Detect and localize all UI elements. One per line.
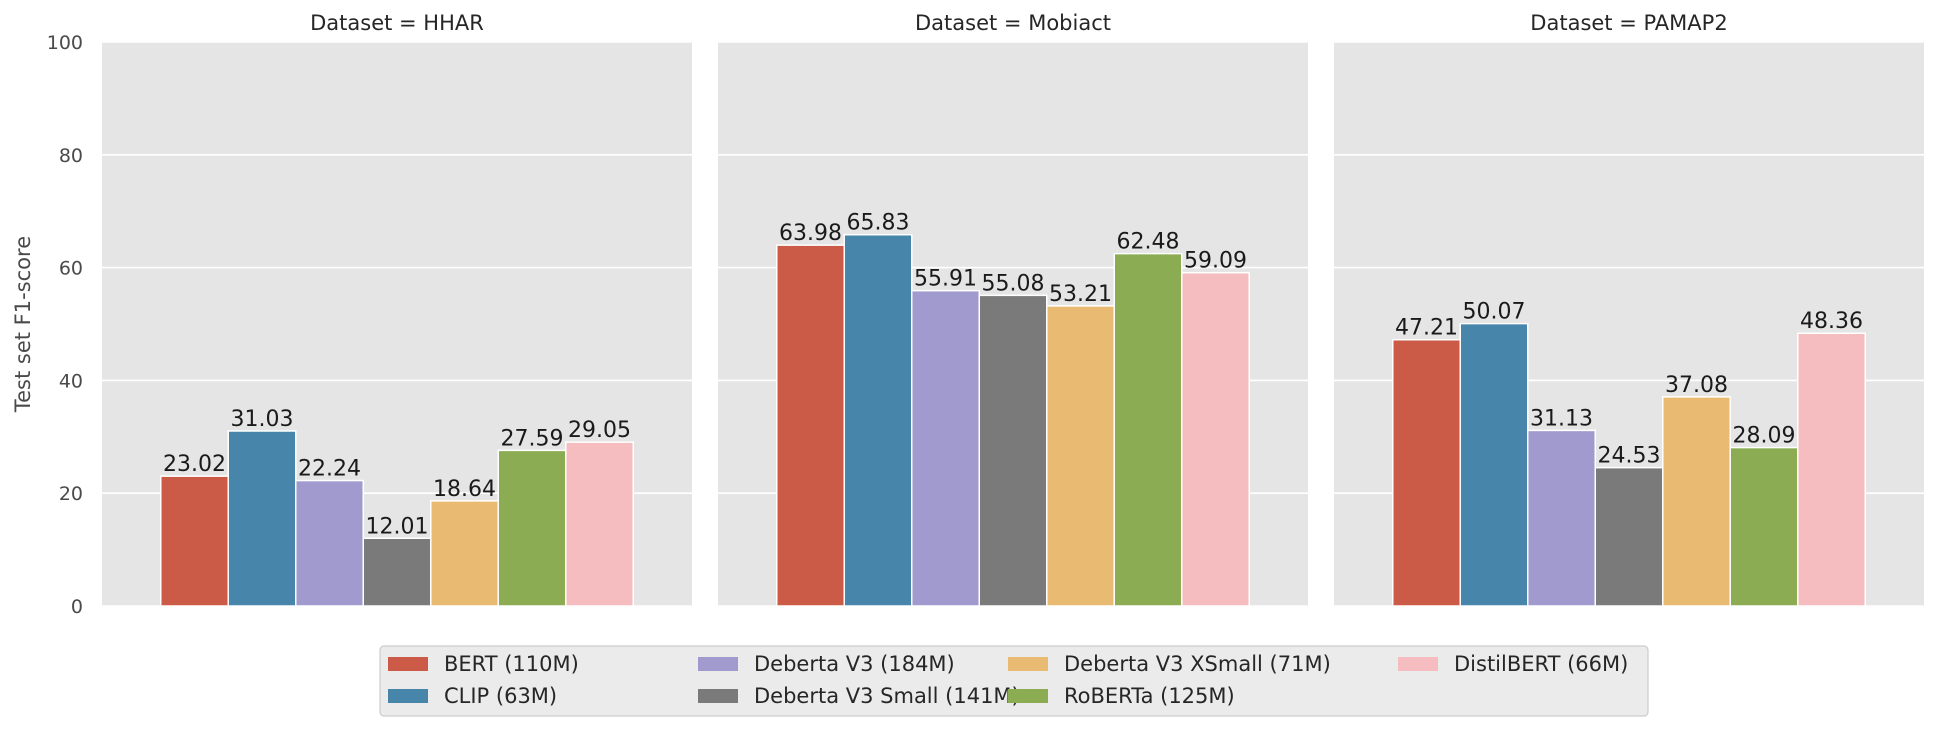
bar-value-label: 65.83 [847, 211, 910, 236]
y-tick-label: 80 [59, 145, 83, 167]
legend-swatch [388, 689, 428, 703]
legend-item: DistilBERT (66M) [1398, 652, 1628, 676]
panel-title: Dataset = Mobiact [915, 11, 1111, 35]
legend-item: CLIP (63M) [388, 684, 557, 708]
legend-label: Deberta V3 XSmall (71M) [1064, 652, 1331, 676]
legend-label: DistilBERT (66M) [1454, 652, 1628, 676]
bar-value-label: 12.01 [366, 514, 429, 539]
bar [1113, 252, 1183, 607]
legend-label: RoBERTa (125M) [1064, 684, 1235, 708]
bar-value-label: 59.09 [1184, 249, 1247, 274]
legend-swatch [388, 657, 428, 671]
legend-swatch [1008, 657, 1048, 671]
legend-label: Deberta V3 Small (141M) [754, 684, 1020, 708]
bar [227, 430, 297, 607]
y-tick-label: 100 [47, 32, 83, 54]
legend-box [379, 645, 1649, 717]
bar [295, 479, 364, 607]
legend: BERT (110M) CLIP (63M) Deberta V3 (184M) De… [379, 645, 1649, 717]
bar-value-label: 37.08 [1665, 373, 1728, 398]
bar [1459, 322, 1529, 607]
bar-value-label: 31.13 [1530, 406, 1593, 431]
bar-value-label: 29.05 [568, 418, 631, 443]
bar-value-label: 22.24 [298, 457, 361, 482]
bar [776, 244, 845, 607]
bar-value-label: 24.53 [1598, 444, 1661, 469]
bar-value-label: 28.09 [1733, 424, 1796, 449]
bar-value-label: 55.91 [914, 267, 977, 292]
bar [160, 475, 229, 607]
y-axis: 0 20 40 60 80 100 [47, 32, 83, 618]
legend-item: Deberta V3 XSmall (71M) [1008, 652, 1331, 676]
bar-value-label: 48.36 [1800, 309, 1863, 334]
bar-value-label: 18.64 [433, 477, 496, 502]
bar-value-label: 27.59 [501, 426, 564, 451]
bar-value-label: 47.21 [1395, 316, 1458, 341]
bar [497, 449, 567, 607]
bar-value-label: 63.98 [779, 221, 842, 246]
y-tick-label: 40 [59, 370, 83, 392]
y-tick-label: 20 [59, 483, 83, 505]
bar-value-label: 23.02 [163, 452, 226, 477]
panel-title: Dataset = PAMAP2 [1530, 11, 1727, 35]
legend-label: CLIP (63M) [444, 684, 557, 708]
bar-value-label: 50.07 [1463, 300, 1526, 325]
bar-value-label: 55.08 [982, 271, 1045, 296]
bar [978, 294, 1048, 607]
bar-value-label: 53.21 [1049, 282, 1112, 307]
bar [1046, 305, 1115, 607]
y-tick-label: 0 [71, 596, 83, 618]
panel-title: Dataset = HHAR [310, 11, 484, 35]
bar [1594, 466, 1664, 607]
legend-swatch [698, 657, 738, 671]
panel-2: Dataset = Mobiact 63.98 65.83 55.91 55.08 53.… [718, 11, 1308, 607]
y-axis-label: Test set F1-score [11, 236, 35, 413]
bar [1527, 429, 1596, 607]
bar [430, 500, 499, 607]
bar-value-label: 31.03 [231, 407, 294, 432]
bar [565, 441, 634, 607]
legend-label: BERT (110M) [444, 652, 579, 676]
bar [362, 537, 432, 607]
legend-swatch [1008, 689, 1048, 703]
bar [843, 233, 913, 607]
bar [911, 289, 980, 607]
y-tick-label: 60 [59, 258, 83, 280]
legend-item: Deberta V3 Small (141M) [698, 684, 1020, 708]
bar [1797, 332, 1866, 607]
legend-swatch [698, 689, 738, 703]
bar [1392, 338, 1461, 607]
bar [1181, 271, 1250, 607]
bar [1662, 396, 1731, 607]
bar-value-label: 62.48 [1117, 230, 1180, 255]
legend-item: BERT (110M) [388, 652, 579, 676]
legend-item: RoBERTa (125M) [1008, 684, 1235, 708]
bar [1729, 446, 1799, 607]
legend-item: Deberta V3 (184M) [698, 652, 955, 676]
legend-label: Deberta V3 (184M) [754, 652, 955, 676]
legend-swatch [1398, 657, 1438, 671]
